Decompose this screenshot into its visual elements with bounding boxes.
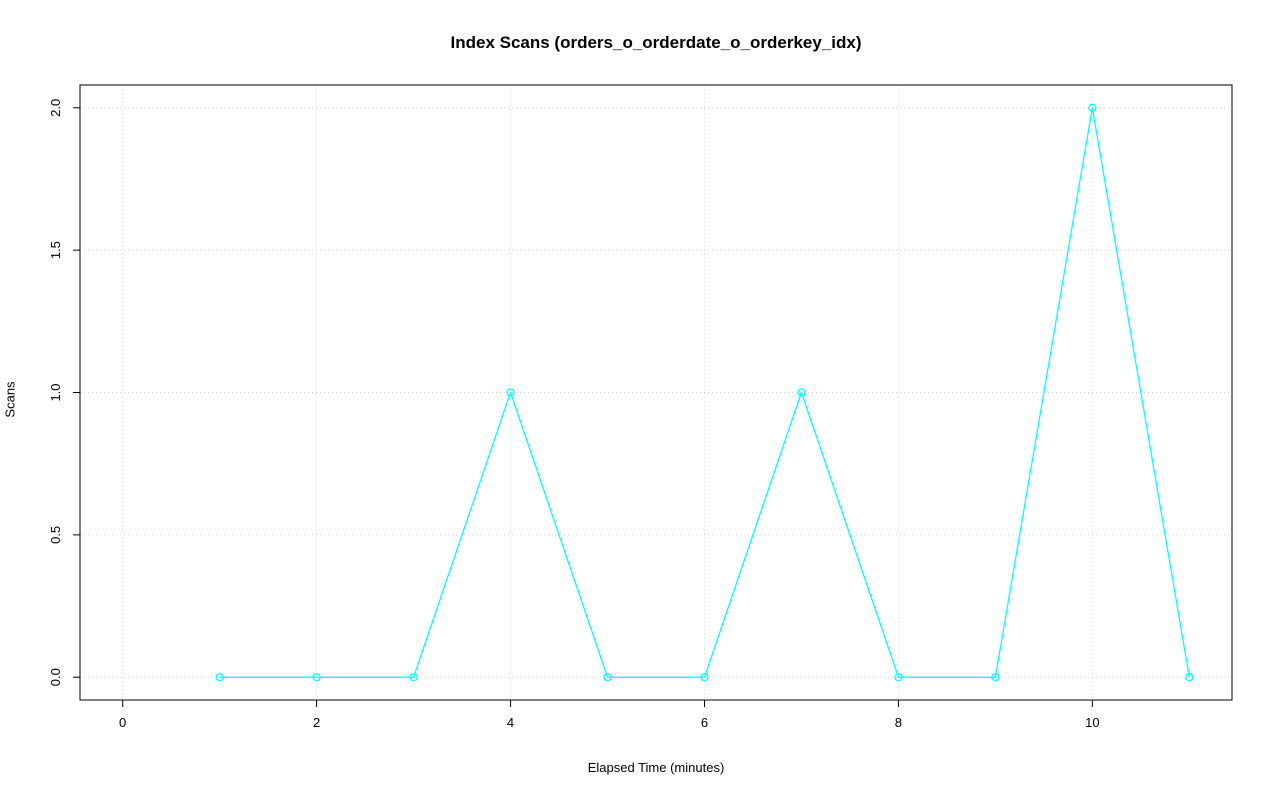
series-line <box>219 107 1190 678</box>
x-tick-label: 4 <box>507 715 514 730</box>
data-point-marker <box>603 673 612 682</box>
x-tick-label: 8 <box>895 715 902 730</box>
chart-title: Index Scans (orders_o_orderdate_o_orderk… <box>450 33 862 52</box>
data-point-marker <box>797 388 806 397</box>
x-axis-label: Elapsed Time (minutes) <box>587 760 725 775</box>
y-tick-label: 0.5 <box>48 526 63 544</box>
y-tick-label: 0.0 <box>48 668 63 686</box>
x-tick-label: 2 <box>313 715 320 730</box>
data-point-marker <box>506 388 515 397</box>
x-tick-label: 6 <box>701 715 708 730</box>
x-tick-label: 10 <box>1085 715 1099 730</box>
x-tick-label: 0 <box>119 715 126 730</box>
data-point-marker <box>409 673 418 682</box>
data-point-marker <box>894 673 903 682</box>
data-point-marker <box>1088 103 1097 112</box>
y-tick-label: 1.0 <box>48 383 63 401</box>
data-point-marker <box>312 673 321 682</box>
data-point-marker <box>1185 673 1194 682</box>
data-point-marker <box>700 673 709 682</box>
data-point-marker <box>991 673 1000 682</box>
y-tick-label: 1.5 <box>48 241 63 259</box>
y-tick-label: 2.0 <box>48 99 63 117</box>
data-point-marker <box>215 673 224 682</box>
